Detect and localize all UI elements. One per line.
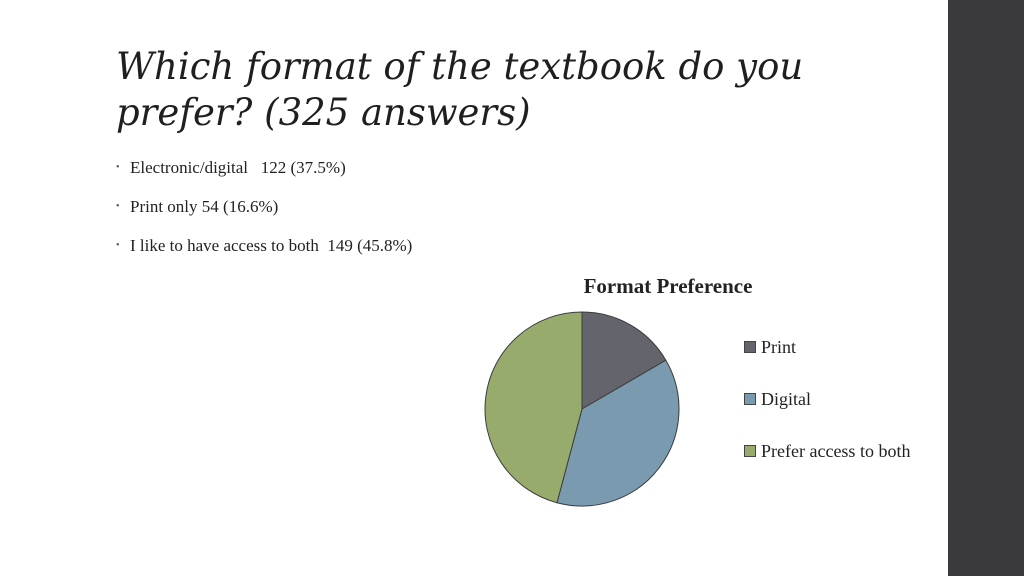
bullet-dot-icon: • [116, 162, 120, 173]
bullet-item-print: • Print only 54 (16.6%) [116, 195, 278, 234]
bullet-dot-icon: • [116, 240, 120, 251]
pie-slice-prefer [484, 311, 583, 504]
side-bar [948, 0, 1024, 576]
bullet-text: Electronic/digital 122 (37.5%) [130, 158, 346, 177]
bullet-item-both: • I like to have access to both 149 (45.… [116, 234, 412, 273]
legend-label: Prefer access to both [761, 441, 911, 461]
legend-swatch-icon [744, 341, 756, 353]
pie-slice-print [581, 311, 667, 410]
bullet-text: Print only 54 (16.6%) [130, 197, 279, 216]
bullet-text: I like to have access to both 149 (45.8%… [130, 236, 413, 255]
bullet-list: • Electronic/digital 122 (37.5%) • Print… [116, 156, 412, 273]
slide: Which format of the textbook do you pref… [116, 45, 911, 507]
legend-label: Print [761, 337, 797, 357]
bullet-dot-icon: • [116, 201, 120, 212]
pie-slice-digital [556, 359, 680, 507]
legend-swatch-icon [744, 393, 756, 405]
bullet-item-digital: • Electronic/digital 122 (37.5%) [116, 156, 346, 195]
legend-swatch-icon [744, 445, 756, 457]
legend-label: Digital [761, 389, 811, 409]
chart-title: Format Preference [583, 274, 753, 298]
pie-chart [484, 311, 680, 507]
slide-title: Which format of the textbook do you pref… [116, 45, 804, 134]
